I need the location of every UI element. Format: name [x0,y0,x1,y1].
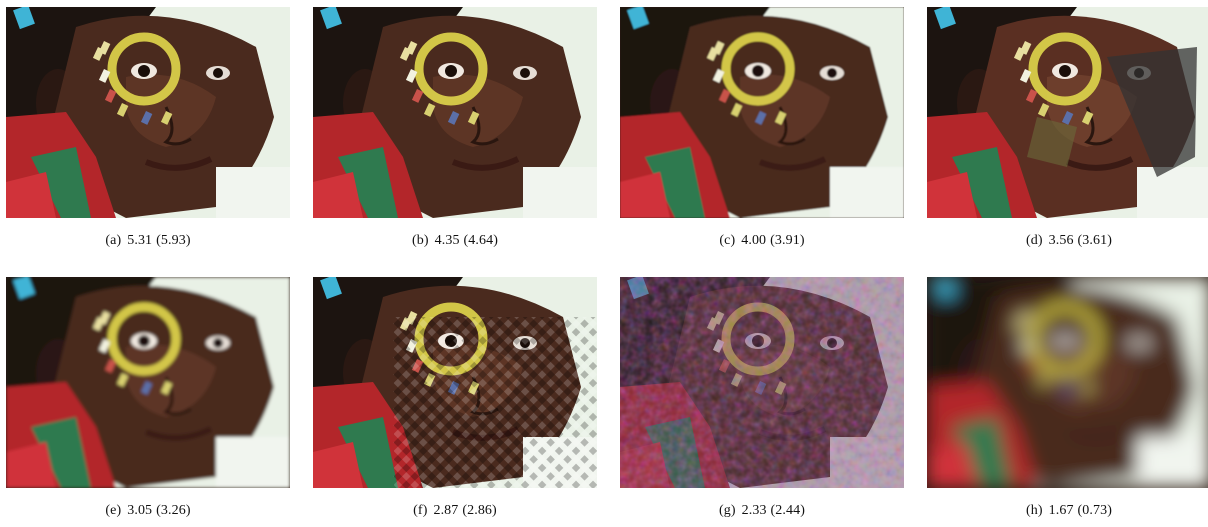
panel-image [6,7,290,218]
panel-image [620,277,904,488]
panel-d: (d) 3.56 (3.61) [927,7,1208,248]
panel-f: (f) 2.87 (2.86) [313,277,597,518]
panel-image [927,277,1208,488]
panel-c: (c) 4.00 (3.91) [620,7,904,248]
panel-caption: (b) 4.35 (4.64) [313,233,597,249]
caption-paren: (5.93) [156,233,191,248]
figure-grid: (a) 5.31 (5.93) (b) 4.35 (4.64) (c) 4.00 (3.91… [6,7,1208,521]
caption-paren: (3.91) [770,233,805,248]
caption-value: 2.87 [433,503,459,518]
panel-image [6,277,290,488]
caption-value: 5.31 [127,233,153,248]
caption-label: (e) [105,503,122,518]
panel-b: (b) 4.35 (4.64) [313,7,597,248]
panel-g: (g) 2.33 (2.44) [620,277,904,518]
caption-value: 3.56 [1048,233,1074,248]
caption-paren: (2.44) [770,503,805,518]
caption-value: 4.35 [434,233,460,248]
panel-caption: (g) 2.33 (2.44) [620,503,904,519]
panel-a: (a) 5.31 (5.93) [6,7,290,248]
caption-paren: (0.73) [1077,503,1112,518]
caption-value: 4.00 [741,233,767,248]
caption-label: (d) [1026,233,1043,248]
caption-paren: (3.61) [1077,233,1112,248]
caption-label: (h) [1026,503,1043,518]
panel-image [313,277,597,488]
caption-paren: (2.86) [462,503,497,518]
panel-image [620,7,904,218]
caption-value: 1.67 [1048,503,1074,518]
panel-e: (e) 3.05 (3.26) [6,277,290,518]
caption-label: (g) [719,503,736,518]
caption-label: (f) [413,503,428,518]
caption-paren: (3.26) [156,503,191,518]
panel-image [313,7,597,218]
panel-caption: (c) 4.00 (3.91) [620,233,904,249]
caption-paren: (4.64) [463,233,498,248]
panel-caption: (h) 1.67 (0.73) [927,503,1208,519]
caption-label: (b) [412,233,429,248]
caption-value: 3.05 [127,503,153,518]
caption-value: 2.33 [741,503,767,518]
panel-image [927,7,1208,218]
panel-caption: (a) 5.31 (5.93) [6,233,290,249]
panel-caption: (f) 2.87 (2.86) [313,503,597,519]
panel-h: (h) 1.67 (0.73) [927,277,1208,518]
panel-caption: (d) 3.56 (3.61) [927,233,1208,249]
caption-label: (a) [105,233,122,248]
caption-label: (c) [719,233,736,248]
panel-caption: (e) 3.05 (3.26) [6,503,290,519]
